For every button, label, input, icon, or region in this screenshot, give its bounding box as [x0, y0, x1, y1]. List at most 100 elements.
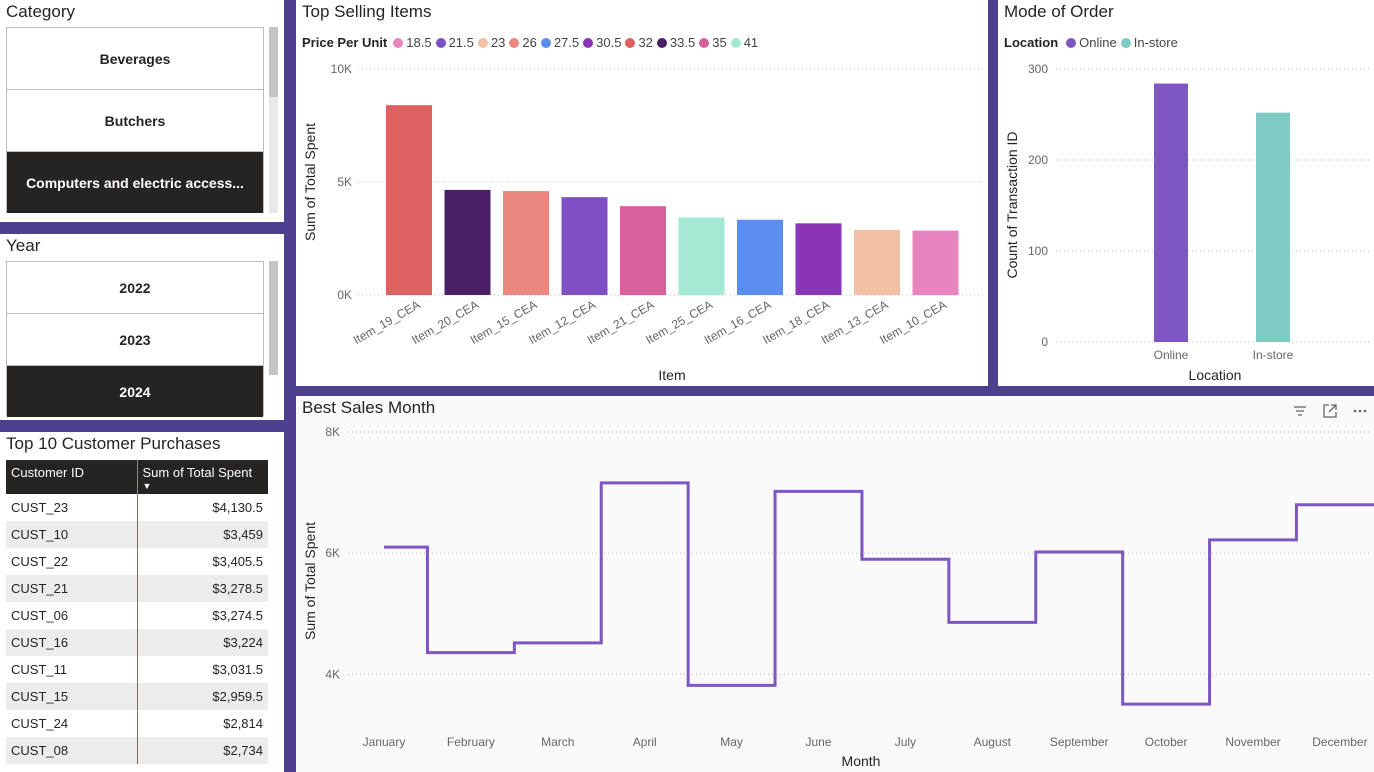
bar[interactable]: [620, 206, 666, 295]
customer-table-panel: Top 10 Customer Purchases Customer ID Su…: [0, 432, 284, 772]
legend-item[interactable]: 21.5: [435, 35, 474, 50]
y-tick-label: 8K: [325, 425, 340, 439]
x-tick-label: November: [1225, 735, 1280, 749]
bar[interactable]: [795, 223, 842, 295]
total-spent-cell: $4,130.5: [136, 494, 268, 521]
data-point[interactable]: [990, 620, 994, 624]
customer-id-cell: CUST_16: [6, 629, 137, 656]
legend-item[interactable]: 32: [625, 35, 653, 50]
bar[interactable]: [1256, 112, 1290, 343]
data-point[interactable]: [1077, 550, 1081, 554]
x-tick-label: January: [363, 735, 406, 749]
data-point[interactable]: [469, 651, 473, 655]
legend-dot: [435, 37, 446, 48]
legend-item[interactable]: 33.5: [656, 35, 695, 50]
legend-item[interactable]: 41: [730, 35, 758, 50]
x-tick-label: February: [447, 735, 495, 749]
y-tick-label: 5K: [337, 175, 352, 189]
bar[interactable]: [854, 229, 900, 295]
data-point[interactable]: [817, 489, 821, 493]
top-selling-legend: Price Per Unit 18.5 21.5 23 26 27.5 30.5…: [302, 35, 762, 50]
more-options-icon[interactable]: [1350, 402, 1370, 420]
legend-dot: [656, 37, 667, 48]
legend-item-in-store[interactable]: In-store: [1120, 35, 1178, 50]
y-tick-label: 300: [1028, 62, 1048, 76]
customer-id-cell: CUST_23: [11, 500, 69, 515]
bar[interactable]: [678, 217, 725, 295]
x-tick-label: Online: [1154, 348, 1189, 362]
legend-item[interactable]: 23: [477, 35, 505, 50]
x-tick-label: August: [974, 735, 1012, 749]
legend-dot: [1066, 37, 1077, 48]
category-scrollbar[interactable]: [269, 27, 278, 213]
header-sum-total-spent[interactable]: Sum of Total Spent ▼: [136, 460, 268, 494]
total-spent-cell: $3,031.5: [136, 656, 268, 683]
data-point[interactable]: [903, 557, 907, 561]
x-tick-label: July: [895, 735, 916, 749]
year-slicer-list: 2022 2023 2024: [6, 261, 264, 417]
legend-item[interactable]: 30.5: [583, 35, 621, 50]
x-axis-title: Month: [842, 753, 881, 769]
slicer-item-butchers[interactable]: Butchers: [7, 90, 263, 152]
customer-id-cell: CUST_08: [6, 737, 137, 764]
bar[interactable]: [912, 230, 959, 295]
table-row: CUST_22 $3,405.5: [6, 548, 268, 575]
y-axis-title: Sum of Total Spent: [302, 123, 318, 241]
slicer-item-2022[interactable]: 2022: [7, 262, 263, 314]
data-point[interactable]: [1251, 538, 1255, 542]
data-point[interactable]: [1164, 702, 1168, 706]
top-selling-panel: Top Selling Items Price Per Unit 18.5 21…: [296, 0, 988, 386]
table-row: CUST_16 $3,224: [6, 629, 268, 656]
data-point[interactable]: [382, 545, 386, 549]
legend-dot: [509, 37, 520, 48]
year-scrollbar-thumb[interactable]: [269, 261, 278, 375]
bar[interactable]: [737, 219, 783, 295]
bar[interactable]: [503, 191, 549, 295]
legend-dot: [625, 37, 636, 48]
data-point[interactable]: [556, 641, 560, 645]
slicer-item-computers[interactable]: Computers and electric access...: [7, 152, 263, 213]
total-spent-cell: $3,459: [136, 521, 268, 548]
table-row: CUST_06 $3,274.5: [6, 602, 268, 629]
legend-item[interactable]: 18.5: [393, 35, 432, 50]
focus-mode-icon[interactable]: [1320, 402, 1340, 420]
category-scrollbar-thumb[interactable]: [269, 27, 278, 97]
bar[interactable]: [561, 197, 608, 295]
mode-of-order-chart: 0 100 200 300 Online In-store Location Count of…: [1004, 62, 1372, 383]
legend-dot: [730, 37, 741, 48]
y-tick-label: 0K: [337, 288, 352, 302]
legend-item[interactable]: 26: [509, 35, 537, 50]
x-tick-label: September: [1050, 735, 1109, 749]
legend-item[interactable]: 35: [699, 35, 727, 50]
header-customer-id[interactable]: Customer ID: [6, 460, 137, 494]
legend-item[interactable]: 27.5: [540, 35, 579, 50]
x-tick-label: June: [805, 735, 831, 749]
best-sales-chart: 4K 6K 8K January February March April May June Ju…: [302, 425, 1374, 769]
bar[interactable]: [1154, 83, 1188, 342]
customer-id-cell: CUST_15: [6, 683, 137, 710]
year-slicer-title: Year: [6, 236, 41, 255]
customer-id-cell: CUST_24: [11, 716, 69, 731]
data-point[interactable]: [643, 481, 647, 485]
y-axis-title: Sum of Total Spent: [302, 522, 318, 640]
x-axis-title: Location: [1189, 367, 1242, 383]
data-point[interactable]: [730, 683, 734, 687]
category-slicer-title: Category: [6, 2, 75, 21]
legend-item-online[interactable]: Online: [1066, 35, 1117, 50]
y-tick-label: 6K: [325, 546, 340, 560]
year-scrollbar[interactable]: [269, 261, 278, 375]
legend-title: Price Per Unit: [302, 35, 388, 50]
slicer-item-beverages[interactable]: Beverages: [7, 28, 263, 90]
sort-descending-icon[interactable]: ▼: [142, 481, 152, 491]
legend-dot: [1120, 37, 1131, 48]
bar[interactable]: [444, 189, 491, 295]
slicer-item-2024[interactable]: 2024: [7, 366, 263, 417]
mode-of-order-legend: Location Online In-store: [1004, 35, 1182, 50]
y-tick-label: 10K: [331, 62, 352, 76]
bar[interactable]: [386, 105, 432, 295]
slicer-item-2023[interactable]: 2023: [7, 314, 263, 366]
mode-of-order-panel: Mode of Order Location Online In-store 0…: [998, 0, 1374, 386]
data-point[interactable]: [1338, 503, 1342, 507]
y-tick-label: 200: [1028, 153, 1048, 167]
filter-icon[interactable]: [1290, 402, 1310, 420]
